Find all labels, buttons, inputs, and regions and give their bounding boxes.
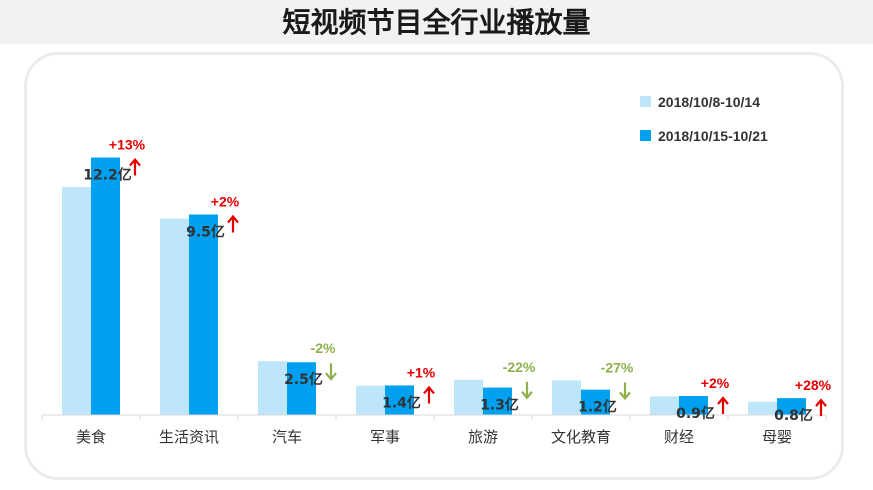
x-tick-label: 文化教育 — [551, 428, 611, 446]
arrow-up-icon — [129, 157, 141, 176]
bar-week2 — [581, 389, 610, 415]
x-tick-label: 母婴 — [762, 428, 792, 446]
change-label: +2% — [211, 194, 240, 210]
bar-week2 — [287, 362, 316, 415]
bar-week1 — [454, 379, 483, 415]
data-label: 0.8亿 — [774, 407, 813, 424]
arrow-up-icon — [717, 396, 729, 415]
x-tick-label: 旅游 — [468, 428, 498, 446]
legend-swatch-week2 — [640, 130, 651, 141]
bar-week2 — [91, 157, 120, 415]
legend-swatch-week1 — [640, 96, 651, 107]
x-tick-label: 美食 — [76, 428, 106, 446]
change-label: -27% — [601, 359, 634, 375]
arrow-down-icon — [521, 381, 533, 400]
bar-week1 — [748, 401, 777, 415]
change-label: -22% — [503, 359, 536, 375]
bar-week1 — [160, 218, 189, 415]
data-label: 1.4亿 — [382, 394, 421, 411]
bar-week2 — [679, 396, 708, 415]
arrow-up-icon — [815, 398, 827, 417]
change-label: +2% — [701, 375, 730, 391]
bar-week2 — [385, 385, 414, 415]
legend-label-week2: 2018/10/15-10/21 — [658, 128, 768, 144]
x-tick-label: 军事 — [370, 428, 400, 446]
bar-week1 — [552, 380, 581, 415]
arrow-down-icon — [619, 382, 631, 401]
bar-week2 — [189, 214, 218, 415]
data-label: 1.3亿 — [480, 397, 519, 414]
title-bar — [0, 0, 873, 44]
bar-week1 — [62, 187, 91, 415]
change-label: +28% — [795, 377, 832, 393]
arrow-up-icon — [227, 214, 239, 233]
change-label: +1% — [407, 364, 436, 380]
bar-week2 — [777, 398, 806, 415]
x-tick-label: 汽车 — [272, 428, 302, 446]
data-label: 0.9亿 — [676, 405, 715, 422]
chart-title: 短视频节目全行业播放量 — [282, 6, 591, 39]
change-label: -2% — [311, 340, 336, 356]
data-label: 9.5亿 — [186, 224, 225, 241]
bar-week1 — [356, 385, 385, 415]
legend-label-week1: 2018/10/8-10/14 — [658, 94, 760, 110]
arrow-down-icon — [325, 363, 337, 381]
bar-week1 — [650, 396, 679, 415]
data-label: 12.2亿 — [83, 167, 132, 184]
bar-week2 — [483, 387, 512, 415]
data-label: 1.2亿 — [578, 399, 617, 416]
arrow-up-icon — [423, 385, 435, 404]
x-tick-label: 财经 — [664, 428, 694, 446]
data-label: 2.5亿 — [284, 371, 323, 388]
x-tick-label: 生活资讯 — [159, 428, 219, 446]
change-label: +13% — [109, 137, 146, 153]
bar-week1 — [258, 361, 287, 415]
